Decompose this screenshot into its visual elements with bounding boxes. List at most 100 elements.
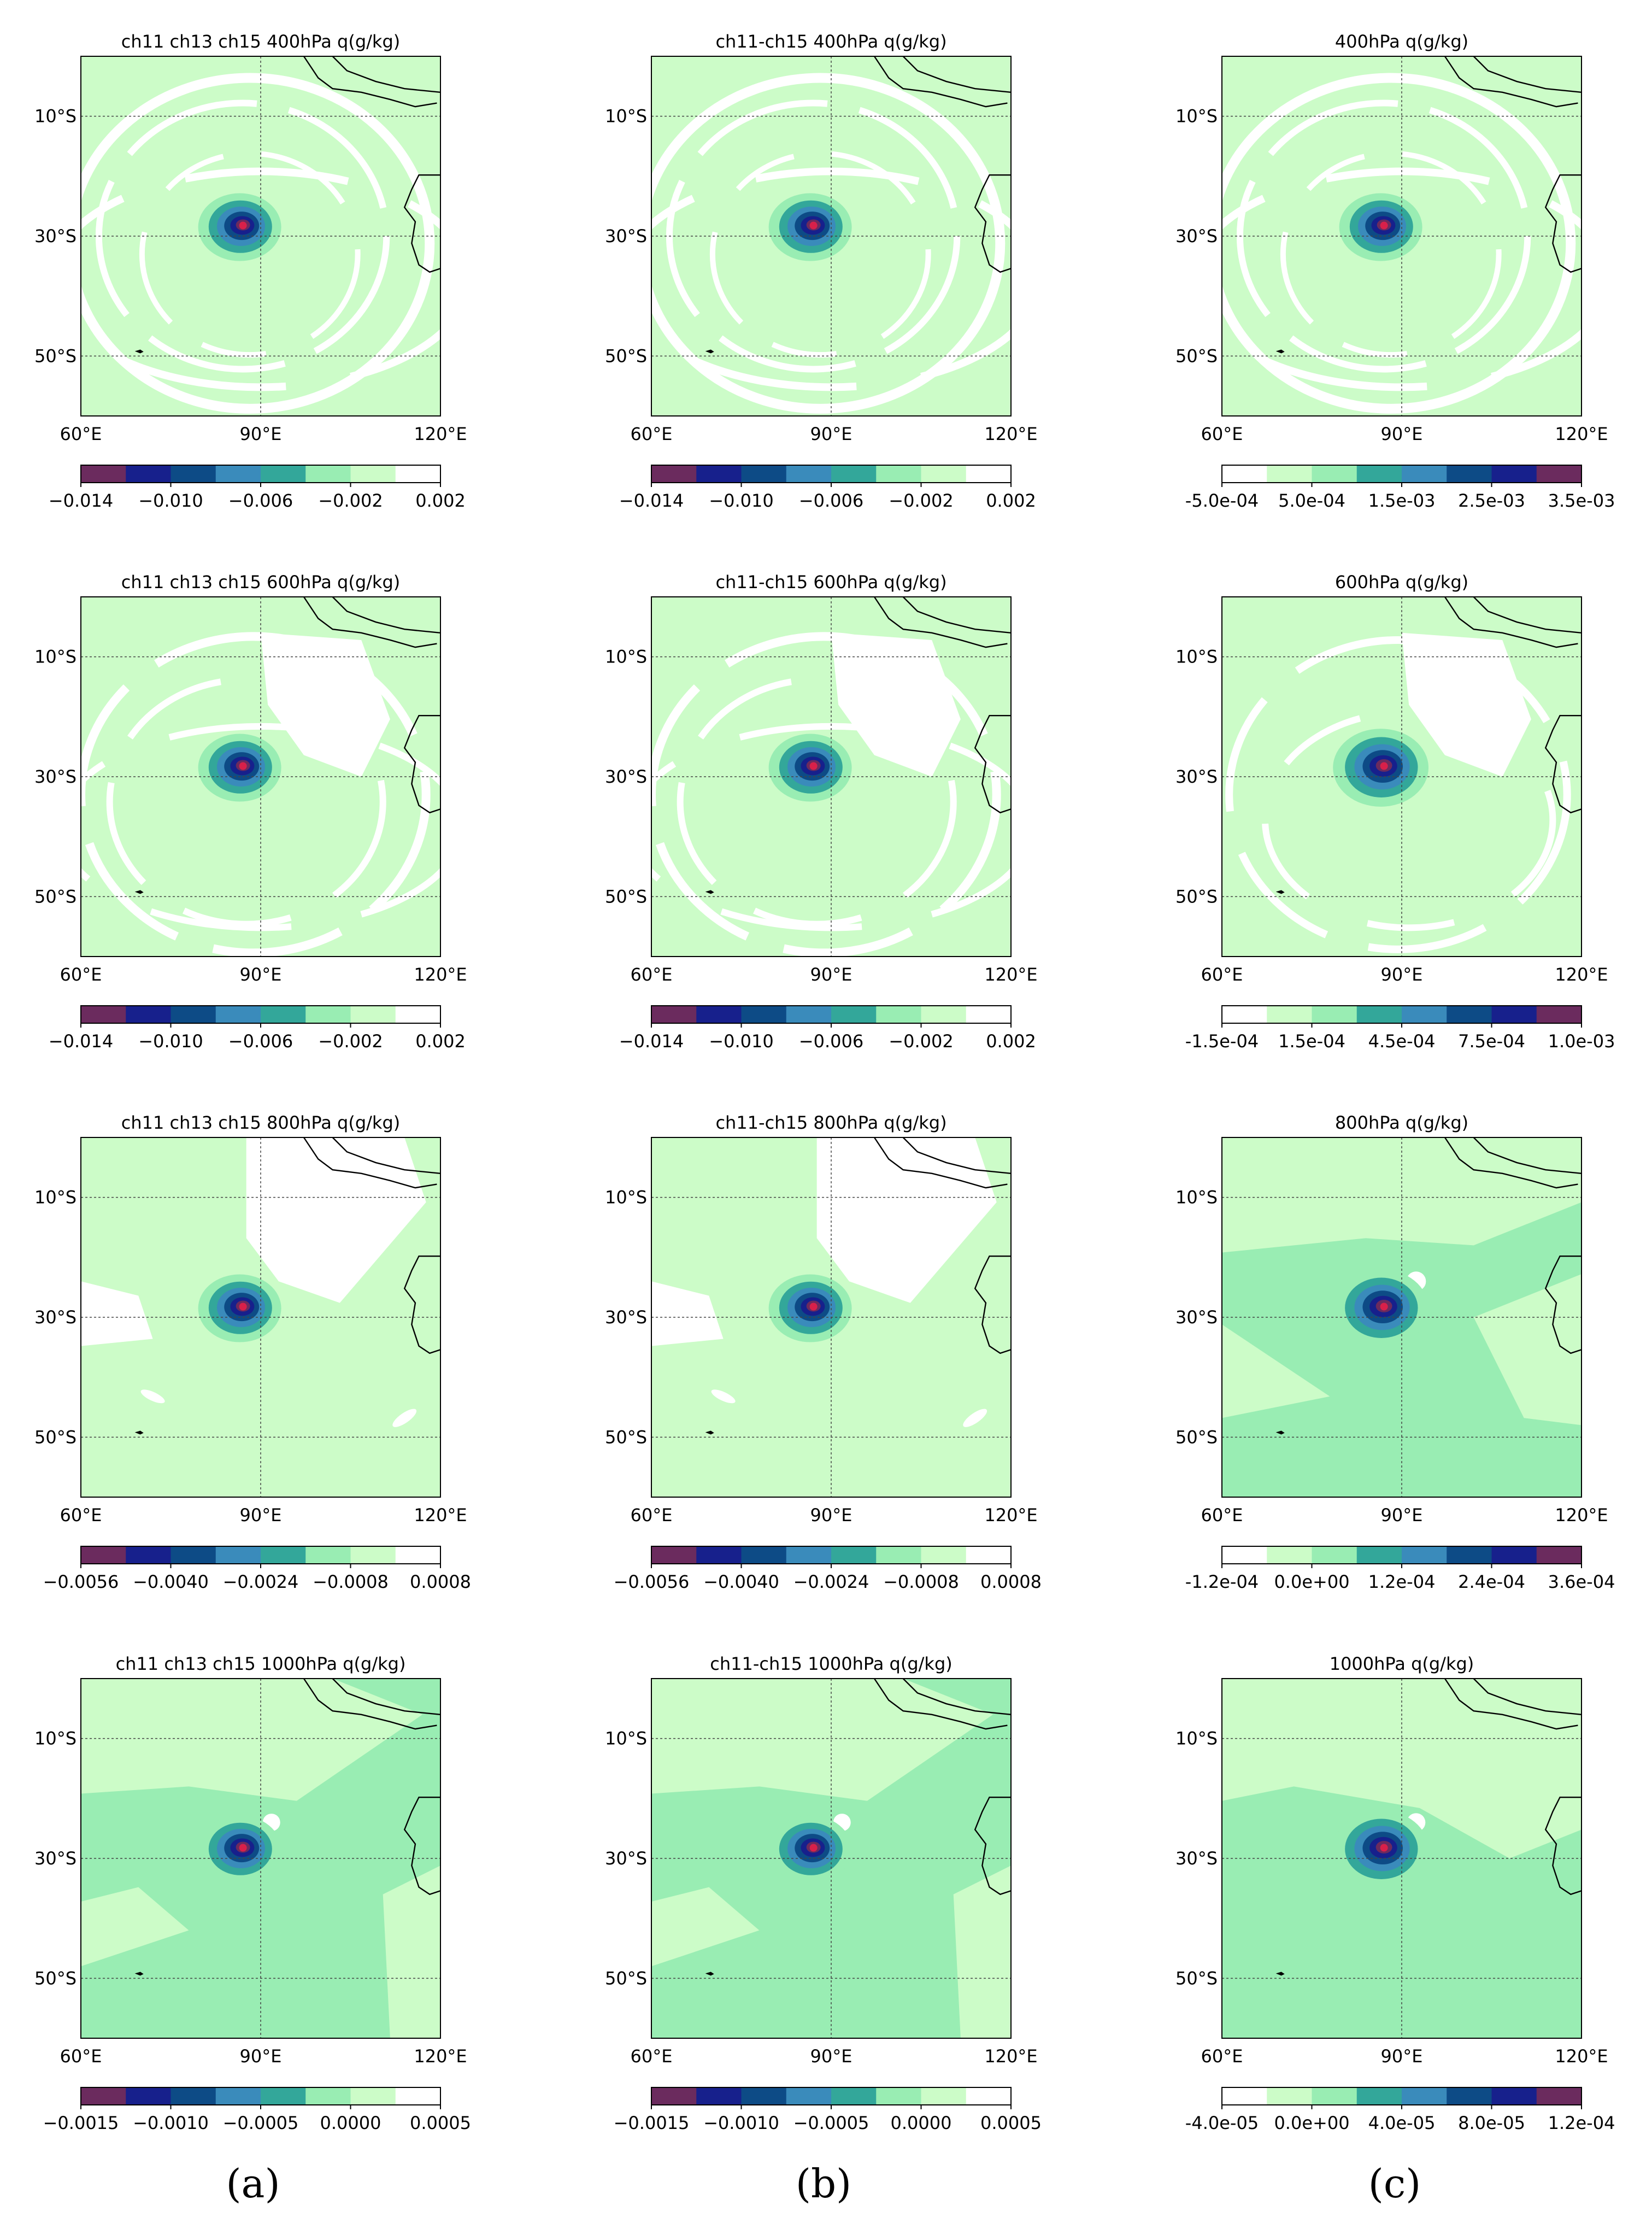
- white-patch-west: [81, 1281, 153, 1346]
- map-field: [651, 56, 1011, 416]
- lon-tick-label: 60°E: [1201, 424, 1243, 444]
- colorbar: -5.0e-04 5.0e-04 1.5e-03 2.5e-03 3.5e-03: [1185, 465, 1615, 511]
- lat-tick-label: 30°S: [34, 226, 77, 247]
- cyclone-core: [1380, 762, 1388, 770]
- lon-tick-label: 120°E: [1555, 424, 1608, 444]
- panel-r3b: ch11-ch15 800hPa q(g/kg) 10°S 30°S 50°S 60°E…: [605, 1112, 1042, 1592]
- lat-tick-label: 30°S: [605, 226, 647, 247]
- colorbar-tick-label: 4.0e-05: [1368, 2113, 1436, 2133]
- colorbar-segment: [651, 465, 697, 483]
- colorbar-tick-label: −0.010: [709, 1031, 773, 1052]
- coastline-java: [303, 597, 437, 648]
- lon-tick-label: 120°E: [984, 2046, 1037, 2067]
- lon-tick-label: 60°E: [60, 2046, 102, 2067]
- map-field: [81, 56, 440, 416]
- map-frame: [1221, 596, 1582, 957]
- panel-r1c: 400hPa q(g/kg) 10°S 30°S 50°S 60°E 90°E 120°E -…: [1175, 31, 1615, 511]
- colorbar-tick-label: −0.010: [138, 490, 203, 511]
- panel-title: 400hPa q(g/kg): [1335, 31, 1468, 52]
- colorbar-tick-label: −0.014: [619, 1031, 684, 1052]
- colorbar-segment: [171, 465, 216, 483]
- cyclone-core: [809, 1844, 818, 1852]
- lon-tick-label: 90°E: [810, 1505, 853, 1526]
- coastline-australia: [1544, 1255, 1582, 1354]
- lon-tick-label: 120°E: [414, 2046, 467, 2067]
- map-frame: [651, 1137, 1012, 1498]
- colorbar-tick-label: 0.0000: [891, 2113, 952, 2133]
- colorbar-segment: [921, 1006, 967, 1023]
- coastline-java: [873, 597, 1008, 648]
- kerguelen-island: [1275, 1972, 1285, 1976]
- lon-tick-label: 120°E: [414, 964, 467, 985]
- map-frame: [651, 596, 1012, 957]
- coastline-java: [303, 56, 437, 108]
- lat-tick-label: 10°S: [605, 647, 647, 667]
- colorbar-tick-label: 3.5e-03: [1548, 490, 1615, 511]
- colorbar-segment: [171, 2087, 216, 2105]
- colorbar-tick-label: −0.0015: [43, 2113, 119, 2133]
- coastline-java: [873, 1137, 1008, 1189]
- light-band-north: [1222, 1679, 1582, 1858]
- colorbar: −0.0015 −0.0010 −0.0005 0.0000 0.0005: [614, 2087, 1042, 2133]
- colorbar-tick-label: 1.2e-04: [1548, 2113, 1615, 2133]
- ripple-band: [1280, 150, 1502, 358]
- ripple-band: [1261, 708, 1556, 931]
- lat-tick-label: 30°S: [1175, 766, 1218, 787]
- colorbar-segment: [1356, 1546, 1402, 1564]
- kerguelen-island: [705, 890, 714, 894]
- colorbar-tick-label: 0.0e+00: [1274, 2113, 1349, 2133]
- lon-tick-label: 60°E: [631, 2046, 673, 2067]
- light-patch-w: [1222, 1324, 1330, 1418]
- coastline-islands: [332, 597, 440, 633]
- lon-tick-label: 90°E: [810, 964, 853, 985]
- coastline-java: [1444, 1137, 1578, 1189]
- lon-tick-label: 90°E: [810, 2046, 853, 2067]
- coastline-islands: [1473, 1679, 1582, 1715]
- colorbar-tick-label: 2.4e-04: [1458, 1571, 1525, 1592]
- kerguelen-island: [1275, 1430, 1285, 1435]
- map-field: [81, 597, 440, 957]
- coastline-australia: [974, 1255, 1011, 1354]
- light-patch-sw: [651, 1887, 760, 1967]
- colorbar-segment: [966, 465, 1012, 483]
- colorbar-segment: [786, 465, 832, 483]
- colorbar-segment: [1222, 1006, 1267, 1023]
- colorbar-segment: [1402, 2087, 1447, 2105]
- white-streak: [140, 1389, 165, 1404]
- ripple-band: [651, 73, 1006, 414]
- coastline-islands: [1473, 56, 1582, 93]
- colorbar-tick-label: −0.006: [799, 490, 863, 511]
- lat-tick-label: 10°S: [34, 1728, 77, 1749]
- colorbar-segment: [876, 465, 921, 483]
- light-patch-sw: [81, 1887, 189, 1967]
- colorbar-segment: [305, 1006, 351, 1023]
- colorbar-segment: [1312, 1006, 1357, 1023]
- colorbar-segment: [81, 1546, 126, 1564]
- colorbar-segment: [831, 1006, 877, 1023]
- coastline: [873, 1137, 1011, 1354]
- white-streak: [963, 1409, 987, 1427]
- panel-r2a: ch11 ch13 ch15 600hPa q(g/kg) 10°S 30°S 50°…: [34, 572, 467, 1052]
- coastline: [1444, 1679, 1582, 1896]
- panel-title: ch11 ch13 ch15 400hPa q(g/kg): [121, 31, 401, 52]
- colorbar-tick-label: −0.0010: [703, 2113, 779, 2133]
- colorbar-tick-label: -1.5e-04: [1185, 1031, 1259, 1052]
- coastline: [1444, 1137, 1582, 1354]
- lat-tick-label: 50°S: [605, 345, 647, 366]
- light-band-north: [81, 1679, 423, 1801]
- coastline-australia: [403, 1796, 440, 1896]
- colorbar-tick-label: 0.0008: [410, 1571, 471, 1592]
- colorbar-tick-label: −0.014: [49, 490, 113, 511]
- lat-tick-label: 50°S: [605, 1427, 647, 1447]
- lat-tick-label: 30°S: [605, 1307, 647, 1328]
- map-field: [651, 597, 1011, 957]
- lat-tick-label: 10°S: [34, 106, 77, 127]
- colorbar-segment: [831, 1546, 877, 1564]
- lat-tick-label: 30°S: [605, 766, 647, 787]
- colorbar-tick-label: −0.002: [318, 490, 383, 511]
- lat-tick-label: 10°S: [34, 1187, 77, 1208]
- lon-tick-label: 60°E: [1201, 2046, 1243, 2067]
- lat-tick-label: 30°S: [1175, 1307, 1218, 1328]
- colorbar-segment: [1312, 1546, 1357, 1564]
- coastline: [1444, 56, 1582, 273]
